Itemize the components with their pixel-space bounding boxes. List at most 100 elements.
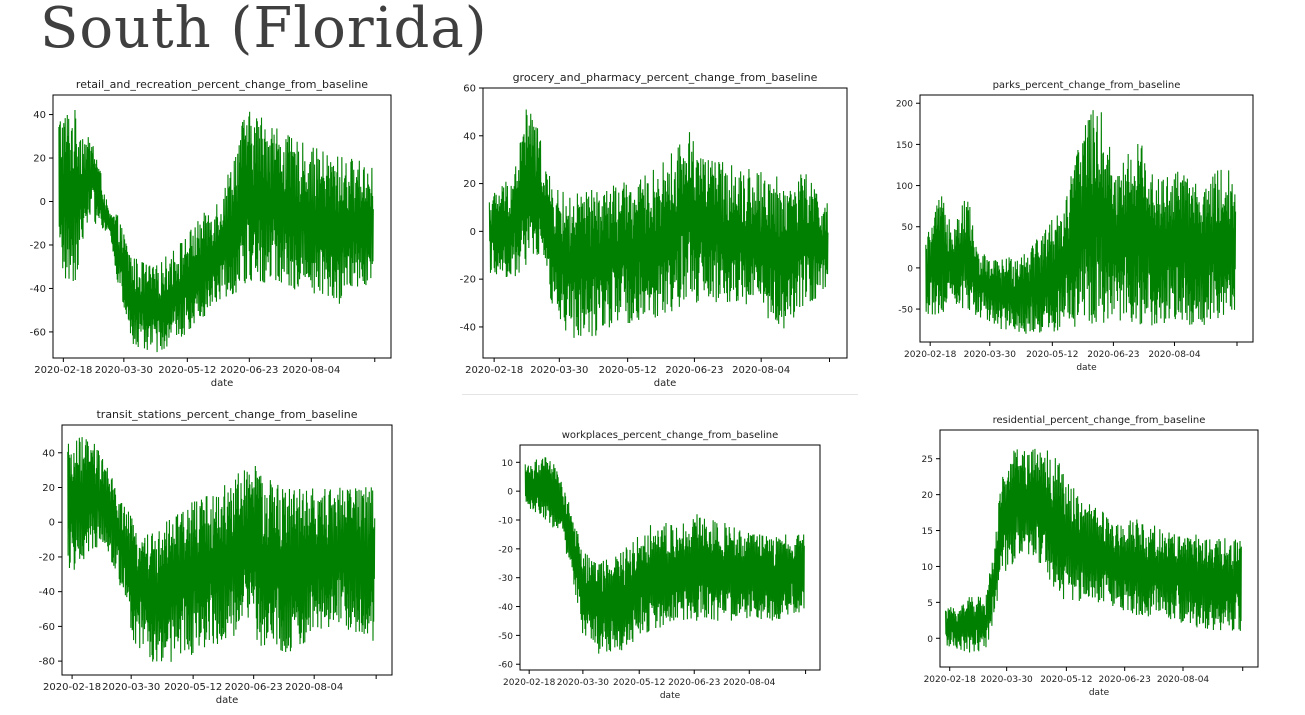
x-tick-label: 2020-03-30 — [980, 675, 1033, 685]
x-tick-label: 2020-06-23 — [665, 365, 723, 376]
chart-svg: residential_percent_change_from_baseline… — [922, 415, 1259, 698]
y-tick-label: 20 — [922, 491, 934, 501]
y-tick-label: -10 — [498, 517, 513, 527]
y-tick-label: 0 — [907, 264, 913, 274]
x-axis-label: date — [1076, 363, 1097, 373]
x-tick-label: 2020-02-18 — [34, 365, 92, 376]
chart-panel: transit_stations_percent_change_from_bas… — [17, 403, 400, 715]
chart-title: retail_and_recreation_percent_change_fro… — [76, 78, 368, 91]
chart-svg: transit_stations_percent_change_from_bas… — [39, 408, 393, 706]
x-tick-label: 2020-05-12 — [158, 365, 216, 376]
plot-frame — [939, 429, 1259, 668]
chart-panel: grocery_and_pharmacy_percent_change_from… — [438, 66, 855, 398]
x-tick-label: 2020-06-23 — [668, 678, 720, 688]
y-tick-label: -20 — [460, 275, 476, 286]
y-tick-label: 25 — [922, 455, 933, 465]
y-tick-label: -40 — [30, 284, 46, 295]
plot-frame — [61, 424, 393, 676]
y-tick-label: 10 — [502, 459, 514, 469]
y-tick-label: 15 — [922, 527, 933, 537]
series-line — [488, 109, 829, 338]
y-tick-label: 20 — [33, 154, 46, 165]
x-axis-label: date — [654, 378, 677, 389]
x-tick-label: 2020-08-04 — [282, 365, 340, 376]
plot-frame — [519, 444, 821, 671]
x-tick-label: 2020-08-04 — [1157, 675, 1210, 685]
y-tick-label: -30 — [498, 574, 513, 584]
y-tick-label: 40 — [42, 448, 55, 459]
y-tick-label: -40 — [498, 603, 513, 613]
chart-title: grocery_and_pharmacy_percent_change_from… — [513, 71, 818, 84]
x-tick-label: 2020-06-23 — [1099, 675, 1151, 685]
y-tick-label: -60 — [498, 661, 513, 671]
plot-frame — [919, 94, 1254, 343]
x-tick-label: 2020-08-04 — [723, 678, 776, 688]
chart-title: residential_percent_change_from_baseline — [993, 415, 1206, 426]
y-tick-label: 20 — [463, 179, 476, 190]
y-tick-label: -40 — [39, 587, 55, 598]
chart-svg: parks_percent_change_from_baseline 200 150… — [896, 80, 1254, 373]
x-tick-label: 2020-05-12 — [599, 365, 657, 376]
x-axis-label: date — [1089, 688, 1110, 698]
x-tick-label: 2020-08-04 — [1148, 350, 1201, 360]
y-tick-label: -40 — [460, 322, 476, 333]
x-tick-label: 2020-02-18 — [465, 365, 523, 376]
chart-panel: retail_and_recreation_percent_change_fro… — [8, 73, 399, 398]
plot-group: residential_percent_change_from_baseline… — [922, 415, 1259, 698]
plot-frame — [482, 87, 848, 359]
y-tick-label: 0 — [470, 227, 476, 238]
y-tick-label: 60 — [463, 84, 476, 95]
x-tick-label: 2020-03-30 — [530, 365, 588, 376]
y-tick-label: 50 — [902, 223, 914, 233]
x-tick-label: 2020-05-12 — [164, 682, 222, 693]
slide-title: South (Florida) — [40, 0, 488, 61]
y-tick-label: 0 — [927, 635, 933, 645]
x-tick-label: 2020-03-30 — [95, 365, 153, 376]
chart-svg: workplaces_percent_change_from_baseline 1… — [498, 430, 821, 701]
chart-svg: grocery_and_pharmacy_percent_change_from… — [460, 71, 848, 389]
x-tick-label: 2020-08-04 — [285, 682, 343, 693]
series-line — [67, 437, 376, 662]
plot-group: workplaces_percent_change_from_baseline 1… — [498, 430, 821, 701]
x-tick-label: 2020-03-30 — [102, 682, 160, 693]
x-tick-label: 2020-06-23 — [225, 682, 283, 693]
y-tick-label: -20 — [30, 240, 46, 251]
x-tick-label: 2020-05-12 — [1026, 350, 1078, 360]
x-tick-label: 2020-05-12 — [1040, 675, 1092, 685]
y-tick-label: -60 — [39, 622, 55, 633]
x-tick-label: 2020-06-23 — [1087, 350, 1139, 360]
plot-group: parks_percent_change_from_baseline 200 150… — [896, 80, 1254, 373]
y-tick-label: -20 — [39, 552, 55, 563]
series-line — [524, 457, 805, 654]
y-tick-label: 100 — [896, 182, 913, 192]
series-line — [945, 448, 1242, 653]
y-tick-label: -80 — [39, 657, 55, 668]
chart-title: transit_stations_percent_change_from_bas… — [96, 408, 357, 421]
x-tick-label: 2020-03-30 — [964, 350, 1017, 360]
series-line — [925, 110, 1237, 334]
y-tick-label: 0 — [49, 518, 55, 529]
y-tick-label: 10 — [922, 563, 934, 573]
x-axis-label: date — [211, 378, 234, 389]
y-tick-label: 0 — [507, 488, 513, 498]
y-tick-label: -50 — [898, 306, 913, 316]
y-tick-label: -60 — [30, 327, 46, 338]
y-tick-label: 40 — [33, 110, 46, 121]
y-tick-label: 200 — [896, 100, 913, 110]
chart-title: parks_percent_change_from_baseline — [993, 80, 1181, 91]
divider-line — [462, 394, 858, 395]
x-tick-label: 2020-06-23 — [220, 365, 278, 376]
x-tick-label: 2020-02-18 — [503, 678, 556, 688]
plot-group: transit_stations_percent_change_from_bas… — [39, 408, 393, 706]
plot-group: retail_and_recreation_percent_change_fro… — [30, 78, 392, 389]
x-axis-label: date — [216, 695, 239, 706]
chart-svg: retail_and_recreation_percent_change_fro… — [30, 78, 392, 389]
chart-panel: parks_percent_change_from_baseline 200 150… — [875, 73, 1261, 382]
y-tick-label: -50 — [498, 632, 513, 642]
x-tick-label: 2020-08-04 — [732, 365, 790, 376]
y-tick-label: 5 — [927, 599, 933, 609]
x-tick-label: 2020-02-18 — [43, 682, 101, 693]
y-tick-label: 40 — [463, 131, 476, 142]
x-tick-label: 2020-02-18 — [924, 675, 977, 685]
x-tick-label: 2020-05-12 — [613, 678, 665, 688]
